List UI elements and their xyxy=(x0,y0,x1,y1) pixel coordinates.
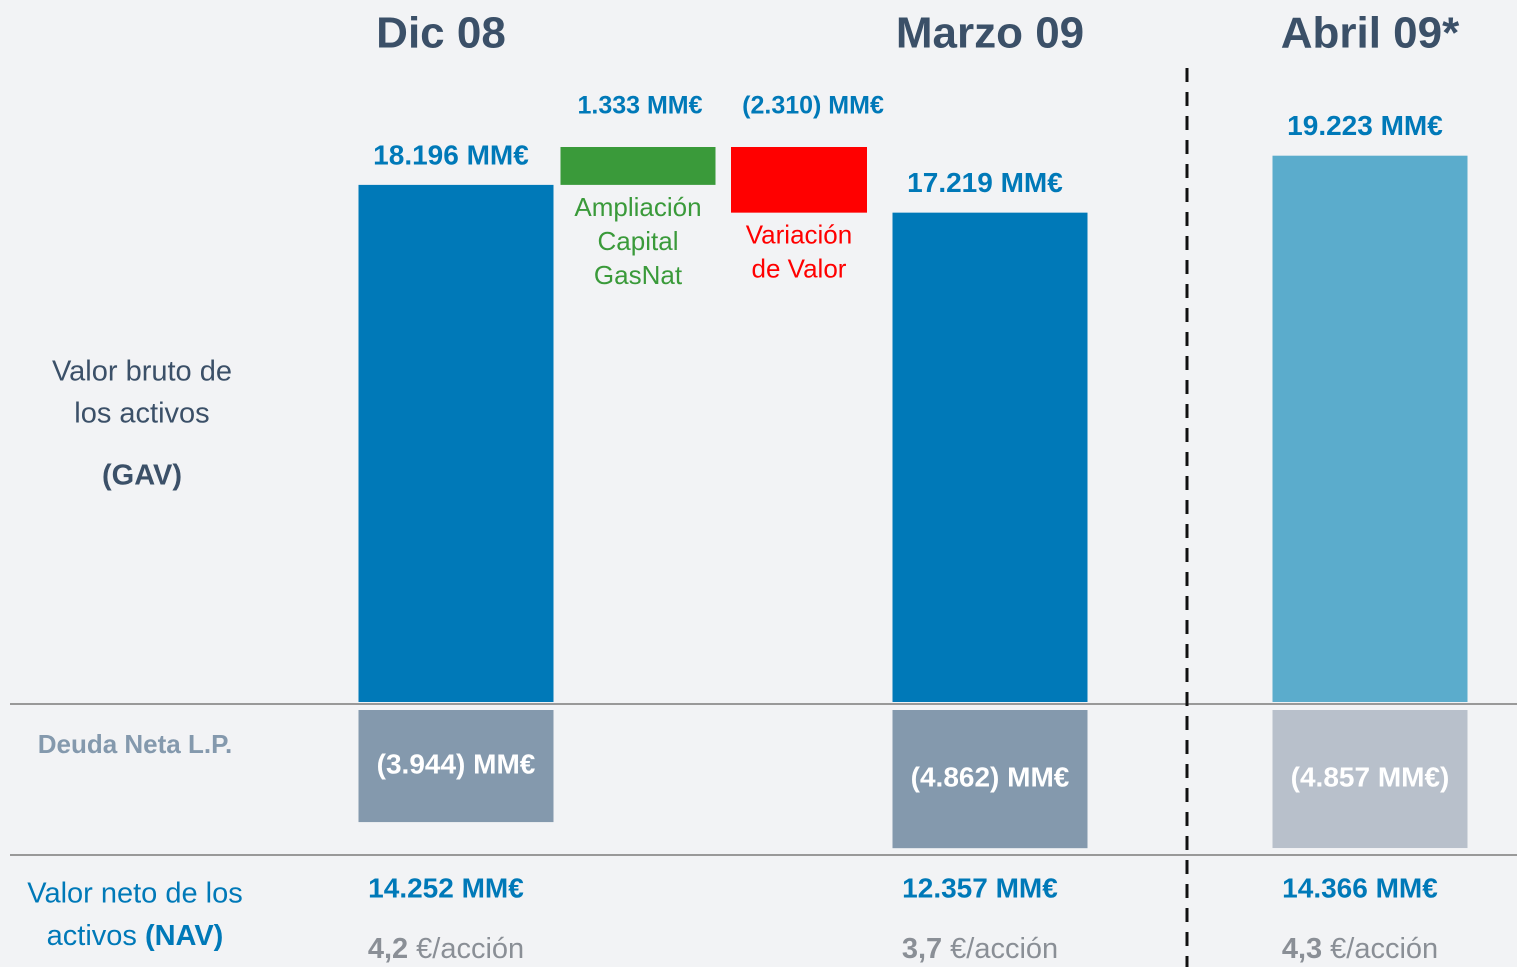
per-share-unit: €/acción xyxy=(1330,933,1438,965)
step-name: Variación xyxy=(746,220,852,250)
step-name: GasNat xyxy=(594,260,683,290)
gav-label: 18.196 MM€ xyxy=(373,139,529,170)
step-bar xyxy=(731,147,867,213)
per-share-unit: €/acción xyxy=(416,933,524,965)
row-label: Valor neto de los xyxy=(27,878,243,910)
row-label: Deuda Neta L.P. xyxy=(38,729,233,759)
debt-bar xyxy=(892,710,1088,849)
row-label: los activos xyxy=(74,398,209,430)
nav-label: 12.357 MM€ xyxy=(902,872,1058,903)
per-share-value: 4,2 xyxy=(368,933,408,965)
row-label: activos (NAV) xyxy=(47,920,224,952)
row-label: Valor bruto de xyxy=(52,356,232,388)
nav-label: 14.366 MM€ xyxy=(1282,872,1438,903)
step-label: (2.310) MM€ xyxy=(742,92,884,120)
debt-bar xyxy=(358,710,554,823)
per-share: 3,7 €/acción xyxy=(902,933,1058,965)
per-share: 4,2 €/acción xyxy=(368,933,524,965)
per-share-value: 4,3 xyxy=(1282,933,1322,965)
step-bar xyxy=(560,147,716,185)
gav-label: 19.223 MM€ xyxy=(1287,110,1443,141)
debt-label: (4.857 MM€) xyxy=(1291,761,1450,792)
nav-label: 14.252 MM€ xyxy=(368,872,524,903)
gav-label: 17.219 MM€ xyxy=(907,167,1063,198)
step-name: de Valor xyxy=(752,254,847,284)
debt-label: (3.944) MM€ xyxy=(377,748,536,779)
row-label: (GAV) xyxy=(102,460,182,492)
gav-bar xyxy=(358,184,554,703)
per-share-value: 3,7 xyxy=(902,933,942,965)
per-share-unit: €/acción xyxy=(950,933,1058,965)
row-label: (NAV) xyxy=(145,920,223,952)
debt-bar xyxy=(1272,710,1468,849)
column-header: Marzo 09 xyxy=(896,9,1084,58)
column-header: Abril 09* xyxy=(1281,9,1460,58)
step-name: Capital xyxy=(598,226,679,256)
debt-label: (4.862) MM€ xyxy=(911,761,1070,792)
row-label: activos xyxy=(47,920,137,952)
column-header: Dic 08 xyxy=(376,9,506,58)
per-share: 4,3 €/acción xyxy=(1282,933,1438,965)
gav-bar xyxy=(1272,155,1468,703)
step-name: Ampliación xyxy=(574,192,701,222)
step-label: 1.333 MM€ xyxy=(577,92,702,120)
gav-bar xyxy=(892,212,1088,702)
